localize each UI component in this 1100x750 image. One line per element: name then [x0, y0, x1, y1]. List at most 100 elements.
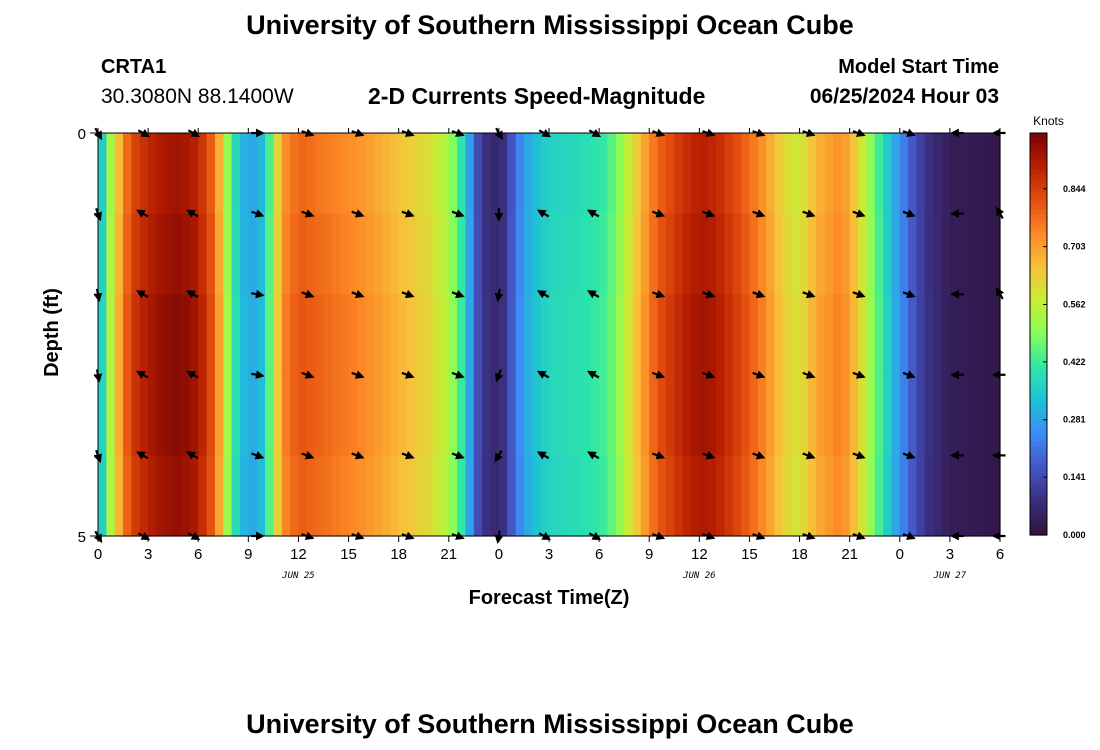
heatmap-cell — [490, 455, 500, 537]
heatmap-cell — [298, 133, 308, 215]
colorbar-swatch — [1030, 253, 1047, 259]
colorbar-swatch — [1030, 325, 1047, 331]
heatmap-cell — [908, 455, 918, 537]
heatmap-cell — [223, 213, 233, 295]
colorbar-swatch — [1030, 436, 1047, 442]
x-tick-label: 9 — [645, 546, 653, 563]
heatmap-cell — [323, 213, 333, 295]
current-vector-arrow — [702, 289, 716, 299]
heatmap-cell — [457, 133, 467, 215]
heatmap-cell — [365, 133, 375, 215]
heatmap-cell — [690, 213, 700, 295]
colorbar-swatch — [1030, 222, 1047, 228]
heatmap-cell — [290, 374, 300, 456]
heatmap-cell — [448, 213, 458, 295]
heatmap-cell — [164, 133, 174, 215]
current-vector-arrow — [852, 209, 866, 218]
current-vector-arrow — [652, 209, 666, 218]
colorbar-swatch — [1030, 378, 1047, 384]
heatmap-cell — [574, 133, 584, 215]
heatmap-cell — [582, 294, 592, 376]
heatmap-cell — [649, 213, 659, 295]
heatmap-cell — [532, 374, 542, 456]
heatmap-cell — [98, 213, 107, 295]
heatmap-cell — [473, 374, 483, 456]
heatmap-cell — [356, 294, 366, 376]
current-vector-arrow — [902, 289, 916, 299]
current-vector-arrow — [902, 451, 916, 460]
chart-title: 2-D Currents Speed-Magnitude — [368, 83, 706, 109]
heatmap-cell — [507, 374, 517, 456]
heatmap-cell — [365, 455, 375, 537]
heatmap-cell — [323, 294, 333, 376]
heatmap-cell — [206, 455, 216, 537]
heatmap-cell — [381, 374, 391, 456]
footer-title: University of Southern Mississippi Ocean… — [246, 709, 854, 739]
heatmap-cell — [432, 455, 442, 537]
heatmap-cell — [373, 374, 383, 456]
heatmap-cell — [265, 455, 274, 537]
heatmap-cell — [298, 213, 308, 295]
heatmap-cell — [173, 133, 183, 215]
x-axis: 0 3 6 9 12 15 18 21 0 3 6 9 12 15 18 21 0 3 6 JUN 25 JUN 26 J… — [94, 128, 1004, 581]
colorbar-swatch — [1030, 133, 1047, 139]
current-vector-arrow — [186, 290, 199, 299]
heatmap-cell — [849, 374, 859, 456]
colorbar-swatch — [1030, 280, 1047, 286]
heatmap-cell — [866, 374, 876, 456]
heatmap-cell — [757, 374, 767, 456]
heatmap-cell — [757, 455, 767, 537]
heatmap-cell — [123, 133, 133, 215]
heatmap-cell — [665, 133, 675, 215]
heatmap-cell — [214, 294, 224, 376]
heatmap-cell — [807, 213, 817, 295]
heatmap-cell — [649, 294, 659, 376]
heatmap-cell — [724, 294, 734, 376]
heatmap-cell — [181, 133, 191, 215]
heatmap-cell — [974, 133, 984, 215]
heatmap-cell — [749, 213, 759, 295]
current-vector-arrow — [802, 451, 816, 460]
heatmap-cell — [707, 294, 717, 376]
heatmap-cell — [173, 213, 183, 295]
heatmap-cell — [423, 133, 433, 215]
heatmap-cell — [832, 455, 842, 537]
heatmap-cell — [599, 213, 609, 295]
heatmap-cell — [966, 294, 976, 376]
heatmap-cell — [732, 294, 742, 376]
heatmap-cell — [858, 455, 867, 537]
heatmap-cell — [632, 455, 642, 537]
heatmap-cell — [557, 213, 567, 295]
colorbar-swatch — [1030, 338, 1047, 344]
heatmap-cell — [398, 374, 408, 456]
heatmap-cell — [741, 133, 751, 215]
heatmap-cell — [148, 133, 158, 215]
heatmap-cell — [181, 213, 191, 295]
current-vector-arrow — [536, 370, 550, 379]
heatmap-cell — [482, 213, 492, 295]
heatmap-cell — [849, 133, 859, 215]
heatmap-cell — [724, 133, 734, 215]
heatmap-cell — [306, 294, 316, 376]
current-vector-arrow — [852, 451, 866, 460]
heatmap-cell — [457, 455, 467, 537]
colorbar-swatch — [1030, 490, 1047, 496]
heatmap-cell — [640, 455, 650, 537]
heatmap-cell — [841, 213, 851, 295]
heatmap-cell — [231, 133, 241, 215]
heatmap-cell — [290, 294, 300, 376]
heatmap-cell — [515, 294, 525, 376]
x-tick-label: 3 — [946, 546, 954, 563]
current-vector-arrow — [652, 370, 666, 379]
heatmap-cell — [98, 374, 107, 456]
heatmap-cell — [206, 213, 216, 295]
heatmap-cell — [340, 294, 350, 376]
heatmap-cell — [490, 213, 500, 295]
colorbar-swatch — [1030, 141, 1047, 147]
heatmap-cell — [540, 213, 550, 295]
heatmap-cell — [640, 133, 650, 215]
x-tick-label: 12 — [691, 546, 708, 563]
colorbar-swatch — [1030, 347, 1047, 353]
heatmap-cell — [774, 213, 784, 295]
heatmap-cell — [774, 294, 784, 376]
